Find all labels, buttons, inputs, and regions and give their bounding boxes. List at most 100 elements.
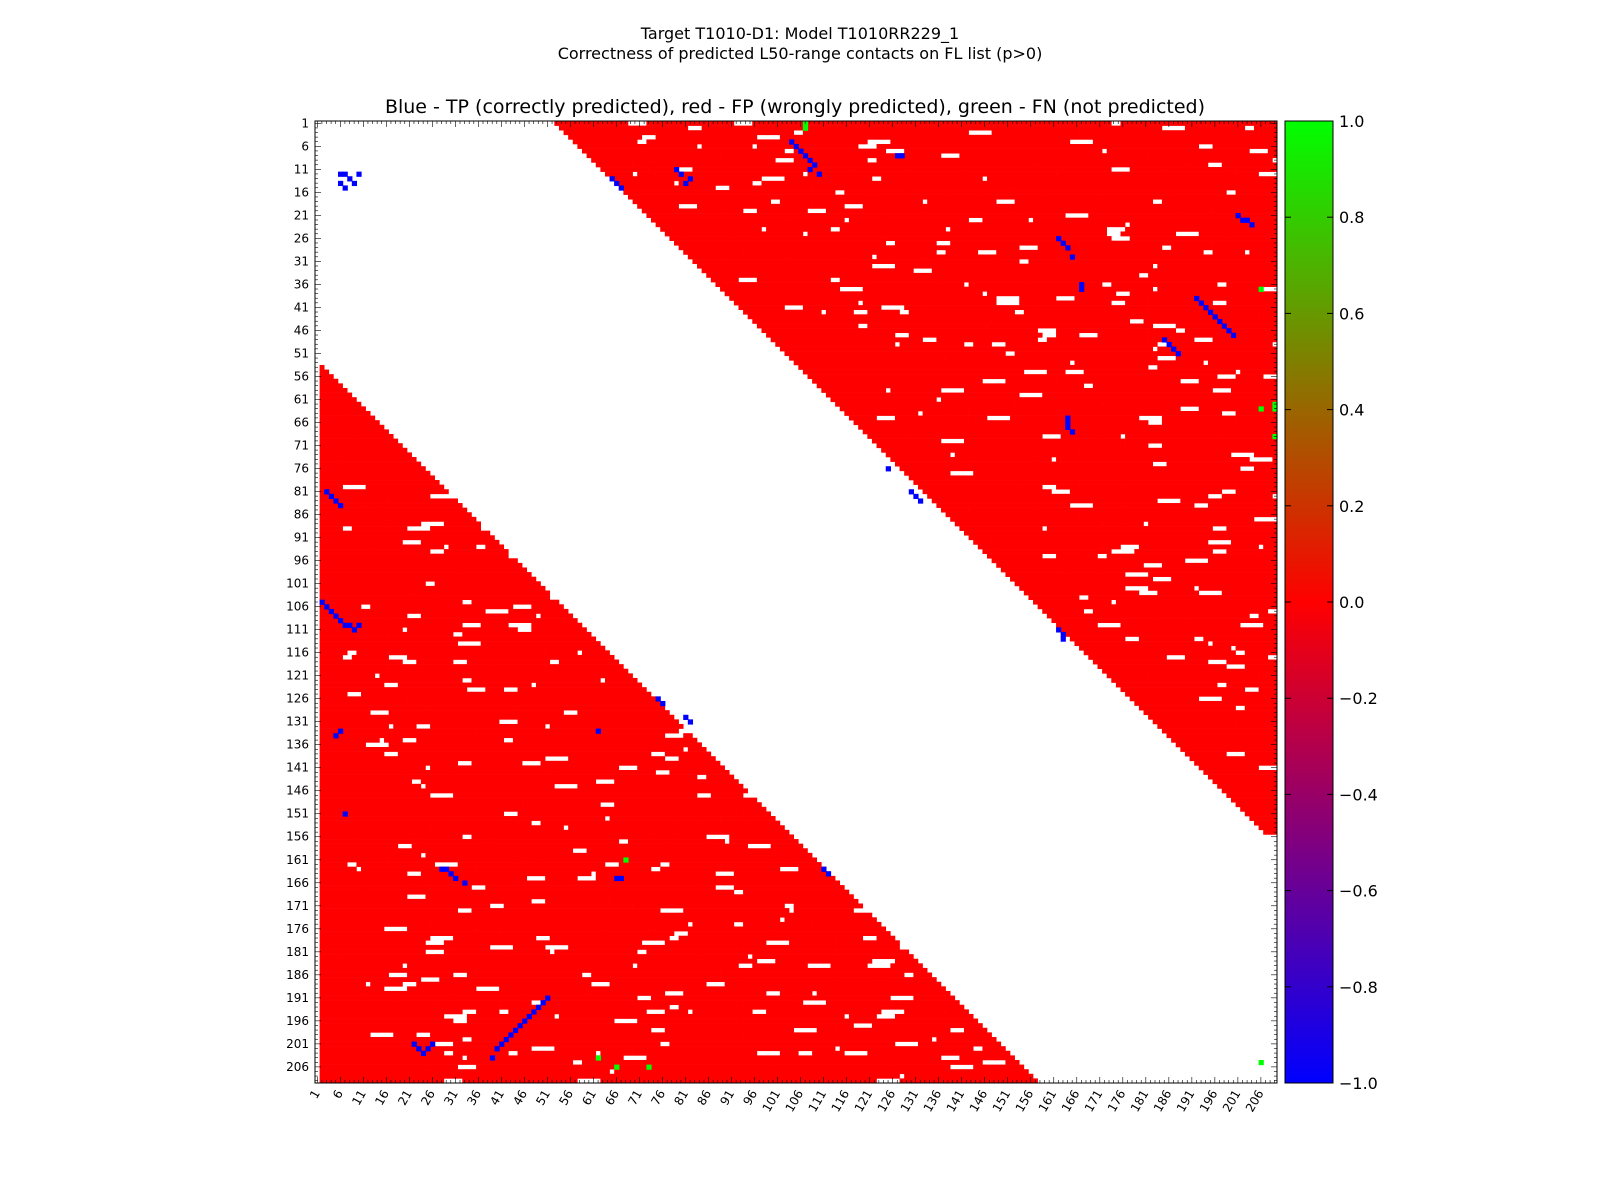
- fp-cell-upper: [894, 401, 1015, 407]
- fp-cell-upper: [881, 447, 951, 453]
- fp-cell-upper: [996, 562, 1144, 568]
- fp-cell-upper: [756, 194, 873, 200]
- tp-cell: [595, 728, 601, 734]
- fp-cell-upper: [1240, 364, 1278, 370]
- fp-cell-lower: [365, 687, 468, 693]
- fp-cell-upper: [789, 217, 845, 223]
- fp-cell-lower: [319, 788, 431, 794]
- fp-cell-lower: [356, 493, 431, 499]
- y-tick-label: 91: [294, 531, 309, 545]
- y-tick-label: 21: [294, 208, 309, 222]
- fp-cell-upper: [1203, 728, 1278, 734]
- fp-cell-lower: [319, 1013, 445, 1019]
- fp-cell-upper: [945, 249, 979, 255]
- x-tick-label: 21: [395, 1088, 415, 1108]
- fp-cell-upper: [1249, 272, 1278, 278]
- fp-cell-upper: [627, 194, 758, 200]
- fp-cell-lower: [890, 1064, 951, 1070]
- fp-cell-upper: [1134, 512, 1264, 518]
- fn-cell: [1272, 406, 1278, 412]
- fp-cell-lower: [867, 1046, 891, 1052]
- fp-cell-lower: [494, 880, 518, 886]
- tp-cell: [420, 1050, 427, 1056]
- fp-cell-lower: [549, 1073, 643, 1079]
- fp-cell-upper: [1235, 802, 1273, 808]
- fp-cell-upper: [1014, 466, 1038, 472]
- fp-cell-lower: [862, 1036, 933, 1042]
- fp-cell-upper: [1033, 314, 1107, 320]
- x-tick-label: 76: [648, 1088, 668, 1108]
- x-tick-label: 161: [1036, 1088, 1060, 1115]
- fp-cell-lower: [503, 903, 633, 909]
- fp-cell-lower: [420, 958, 574, 964]
- fp-cell-lower: [674, 829, 790, 835]
- fp-cell-lower: [572, 967, 721, 973]
- fp-cell-lower: [338, 898, 422, 904]
- fp-cell-upper: [982, 217, 1029, 223]
- fp-cell-upper: [1194, 627, 1278, 633]
- fp-cell-upper: [1125, 484, 1236, 490]
- fp-cell-lower: [319, 447, 408, 453]
- fp-cell-lower: [687, 765, 725, 771]
- fp-cell-upper: [973, 470, 1075, 476]
- fp-cell-lower: [347, 410, 371, 416]
- fp-cell-lower: [494, 751, 587, 757]
- fp-cell-lower: [890, 963, 923, 969]
- fp-cell-lower: [338, 677, 366, 683]
- fp-cell-upper: [1033, 217, 1061, 223]
- fp-cell-lower: [531, 829, 656, 835]
- fp-cell-upper: [701, 268, 804, 274]
- fn-cell: [623, 857, 629, 863]
- fp-cell-upper: [1166, 337, 1195, 343]
- fp-cell-upper: [1065, 493, 1103, 499]
- fp-cell-lower: [494, 539, 500, 545]
- fp-cell-upper: [1244, 650, 1278, 656]
- fp-cell-upper: [899, 466, 1015, 472]
- fp-cell-lower: [411, 650, 546, 656]
- y-tick-label: 56: [294, 369, 309, 383]
- fp-cell-upper: [968, 461, 1061, 467]
- tp-cell: [448, 871, 454, 877]
- fp-cell-upper: [1046, 613, 1163, 619]
- fp-cell-lower: [319, 760, 431, 766]
- fp-cell-upper: [1235, 700, 1278, 706]
- fp-cell-upper: [1189, 756, 1278, 762]
- fp-cell-upper: [1028, 595, 1080, 600]
- fp-cell-lower: [430, 885, 472, 890]
- fp-cell-upper: [1014, 130, 1080, 136]
- fp-cell-lower: [540, 585, 546, 591]
- tp-cell: [512, 1027, 519, 1033]
- fp-cell-upper: [1092, 503, 1126, 508]
- fp-cell-lower: [388, 710, 426, 716]
- fp-cell-lower: [572, 728, 679, 734]
- fp-cell-upper: [904, 171, 1057, 177]
- fp-cell-lower: [379, 880, 495, 886]
- fp-cell-upper: [1267, 148, 1278, 154]
- fp-cell-lower: [319, 719, 357, 725]
- fp-cell-lower: [807, 1036, 864, 1042]
- fp-cell-upper: [655, 134, 758, 140]
- fp-cell-lower: [319, 668, 348, 674]
- fp-cell-upper: [1226, 300, 1278, 306]
- fp-cell-lower: [384, 622, 463, 628]
- fp-cell-upper: [881, 222, 997, 228]
- fp-cell-upper: [908, 309, 1015, 315]
- fp-cell-lower: [964, 1027, 988, 1033]
- fp-cell-lower: [655, 1069, 771, 1075]
- fp-cell-lower: [319, 995, 394, 1001]
- fp-cell-lower: [531, 604, 564, 610]
- fp-cell-upper: [1258, 217, 1278, 223]
- fp-cell-lower: [379, 503, 463, 508]
- fp-cell-lower: [319, 604, 362, 610]
- fp-cell-lower: [784, 862, 813, 867]
- fp-cell-lower: [448, 746, 491, 752]
- fp-cell-upper: [894, 328, 1038, 334]
- fp-cell-lower: [319, 958, 422, 964]
- fp-cell-upper: [729, 185, 813, 191]
- fp-cell-upper: [1230, 144, 1278, 149]
- fp-cell-lower: [683, 806, 744, 812]
- fp-cell-lower: [411, 843, 482, 849]
- tp-cell: [807, 167, 813, 173]
- tp-cell: [499, 1041, 505, 1047]
- fp-cell-lower: [632, 677, 638, 683]
